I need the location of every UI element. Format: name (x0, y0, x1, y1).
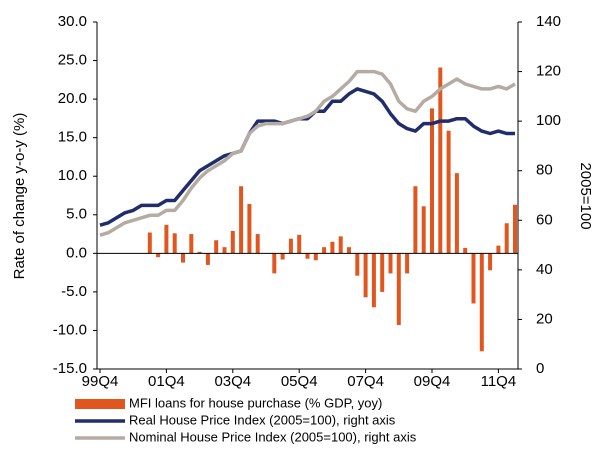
bar (413, 186, 418, 254)
bar (496, 245, 501, 254)
y2-tick-label: 0 (536, 360, 544, 377)
y2-tick-label: 100 (536, 112, 561, 129)
bar (297, 234, 302, 254)
legend-label: Nominal House Price Index (2005=100), ri… (129, 429, 417, 444)
bar (430, 108, 434, 254)
y2-tick-label: 140 (536, 13, 561, 30)
y2-tick-label: 120 (536, 63, 561, 80)
bar (239, 186, 244, 254)
bar (388, 253, 393, 274)
y-tick-label: 30.0 (58, 13, 87, 30)
bar (471, 253, 476, 304)
bar (330, 241, 335, 254)
bar (181, 253, 185, 263)
bar (189, 234, 194, 254)
x-tick-label: 09Q4 (414, 373, 451, 390)
bar (463, 247, 468, 254)
y2-tick-label: 80 (536, 162, 553, 179)
legend-swatch (75, 399, 125, 409)
y-tick-label: 15.0 (58, 129, 87, 146)
y-tick-label: 0.0 (66, 244, 87, 261)
x-tick-label: 99Q4 (82, 373, 119, 390)
bar (347, 247, 351, 254)
bar (156, 253, 161, 258)
bar (454, 173, 459, 254)
x-tick-label: 07Q4 (347, 373, 384, 390)
y-tick-label: 10.0 (58, 167, 87, 184)
x-tick-label: 11Q4 (481, 373, 517, 390)
bar (338, 236, 343, 254)
y2-axis-label: 2005=100 (577, 162, 594, 229)
bar (405, 253, 410, 274)
y-tick-label: 5.0 (66, 206, 87, 223)
y-tick-label: -10.0 (53, 321, 87, 338)
bar (446, 130, 451, 254)
bar (396, 253, 401, 326)
bar (272, 253, 277, 274)
bar (305, 253, 310, 259)
line (99, 87, 515, 227)
bar (363, 253, 368, 298)
bar (247, 203, 252, 254)
bar (322, 247, 327, 254)
bar (380, 253, 385, 292)
legend-label: MFI loans for house purchase (% GDP, yoy… (129, 395, 382, 410)
bar (371, 253, 376, 308)
bar (222, 247, 227, 254)
y2-tick-label: 60 (536, 211, 553, 228)
y-tick-label: 20.0 (58, 90, 87, 107)
y2-tick-label: 40 (536, 261, 553, 278)
bar (504, 223, 509, 254)
y2-tick-label: 20 (536, 310, 553, 327)
bar (288, 238, 293, 254)
bar (255, 234, 260, 254)
bar (488, 253, 493, 271)
bar (280, 253, 285, 260)
bar (513, 204, 517, 254)
bar (479, 253, 484, 352)
y-tick-label: -5.0 (61, 283, 87, 300)
bar (147, 232, 152, 254)
bar (205, 253, 210, 265)
legend-label: Real House Price Index (2005=100), right… (129, 412, 396, 427)
bar (313, 253, 318, 261)
x-tick-label: 03Q4 (214, 373, 251, 390)
bar (438, 67, 443, 254)
line (99, 69, 516, 237)
bar (214, 240, 219, 254)
y-tick-label: -15.0 (53, 360, 87, 377)
bar (421, 206, 426, 254)
x-tick-label: 01Q4 (148, 373, 185, 390)
bar (164, 224, 169, 254)
bar (172, 233, 177, 254)
bar (197, 251, 202, 254)
y-axis-label: Rate of change y-o-y (%) (11, 113, 28, 280)
bar (230, 230, 235, 254)
y-tick-label: 25.0 (58, 52, 87, 69)
x-tick-label: 05Q4 (281, 373, 318, 390)
bar (355, 253, 360, 276)
